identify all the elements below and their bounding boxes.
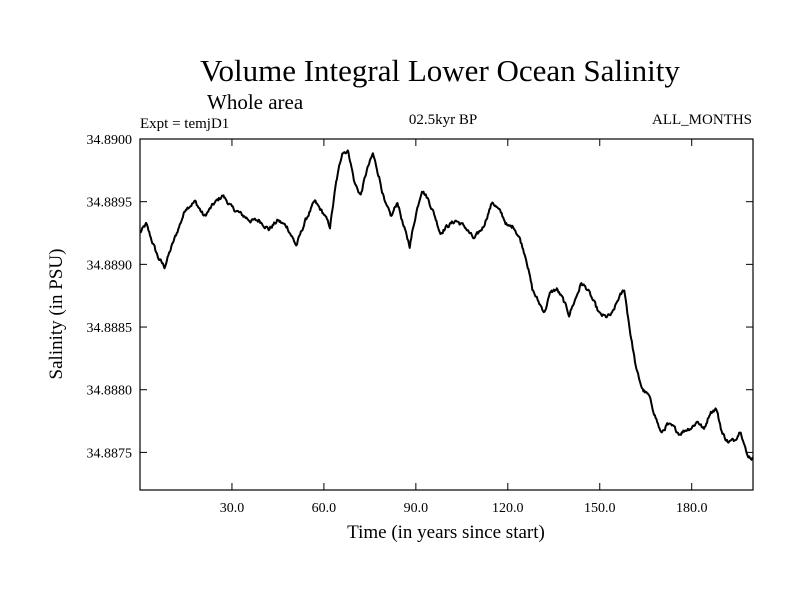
plot-area: 34.8875 34.8880 34.8885 34.8890 34.8895 34.89… [87,133,754,516]
y-tick-label: 34.8895 [87,196,133,211]
months-label: ALL_MONTHS [652,112,752,128]
y-tick-label: 34.8880 [87,384,133,399]
salinity-series-line [139,149,754,461]
x-tick-label: 120.0 [492,501,524,516]
x-tick-label: 90.0 [404,501,429,516]
y-axis: 34.8875 34.8880 34.8885 34.8890 34.8895 34.89… [87,133,753,461]
plot-frame [139,138,754,491]
x-tick-label: 30.0 [220,501,245,516]
x-axis-label: Time (in years since start) [347,522,545,543]
y-axis-label: Salinity (in PSU) [46,249,67,380]
period-label: 02.5kyr BP [409,112,477,128]
x-axis: 30.0 60.0 90.0 120.0 150.0 180.0 [220,139,708,516]
experiment-label: Expt = temjD1 [140,116,229,132]
y-tick-label: 34.8885 [87,321,133,336]
y-tick-label: 34.8890 [87,258,133,273]
y-tick-label: 34.8900 [87,133,133,148]
x-tick-label: 150.0 [584,501,616,516]
x-tick-label: 60.0 [312,501,337,516]
chart-title: Volume Integral Lower Ocean Salinity [200,53,680,88]
y-tick-label: 34.8875 [87,446,133,461]
x-tick-label: 180.0 [676,501,708,516]
chart-subtitle: Whole area [207,90,304,114]
